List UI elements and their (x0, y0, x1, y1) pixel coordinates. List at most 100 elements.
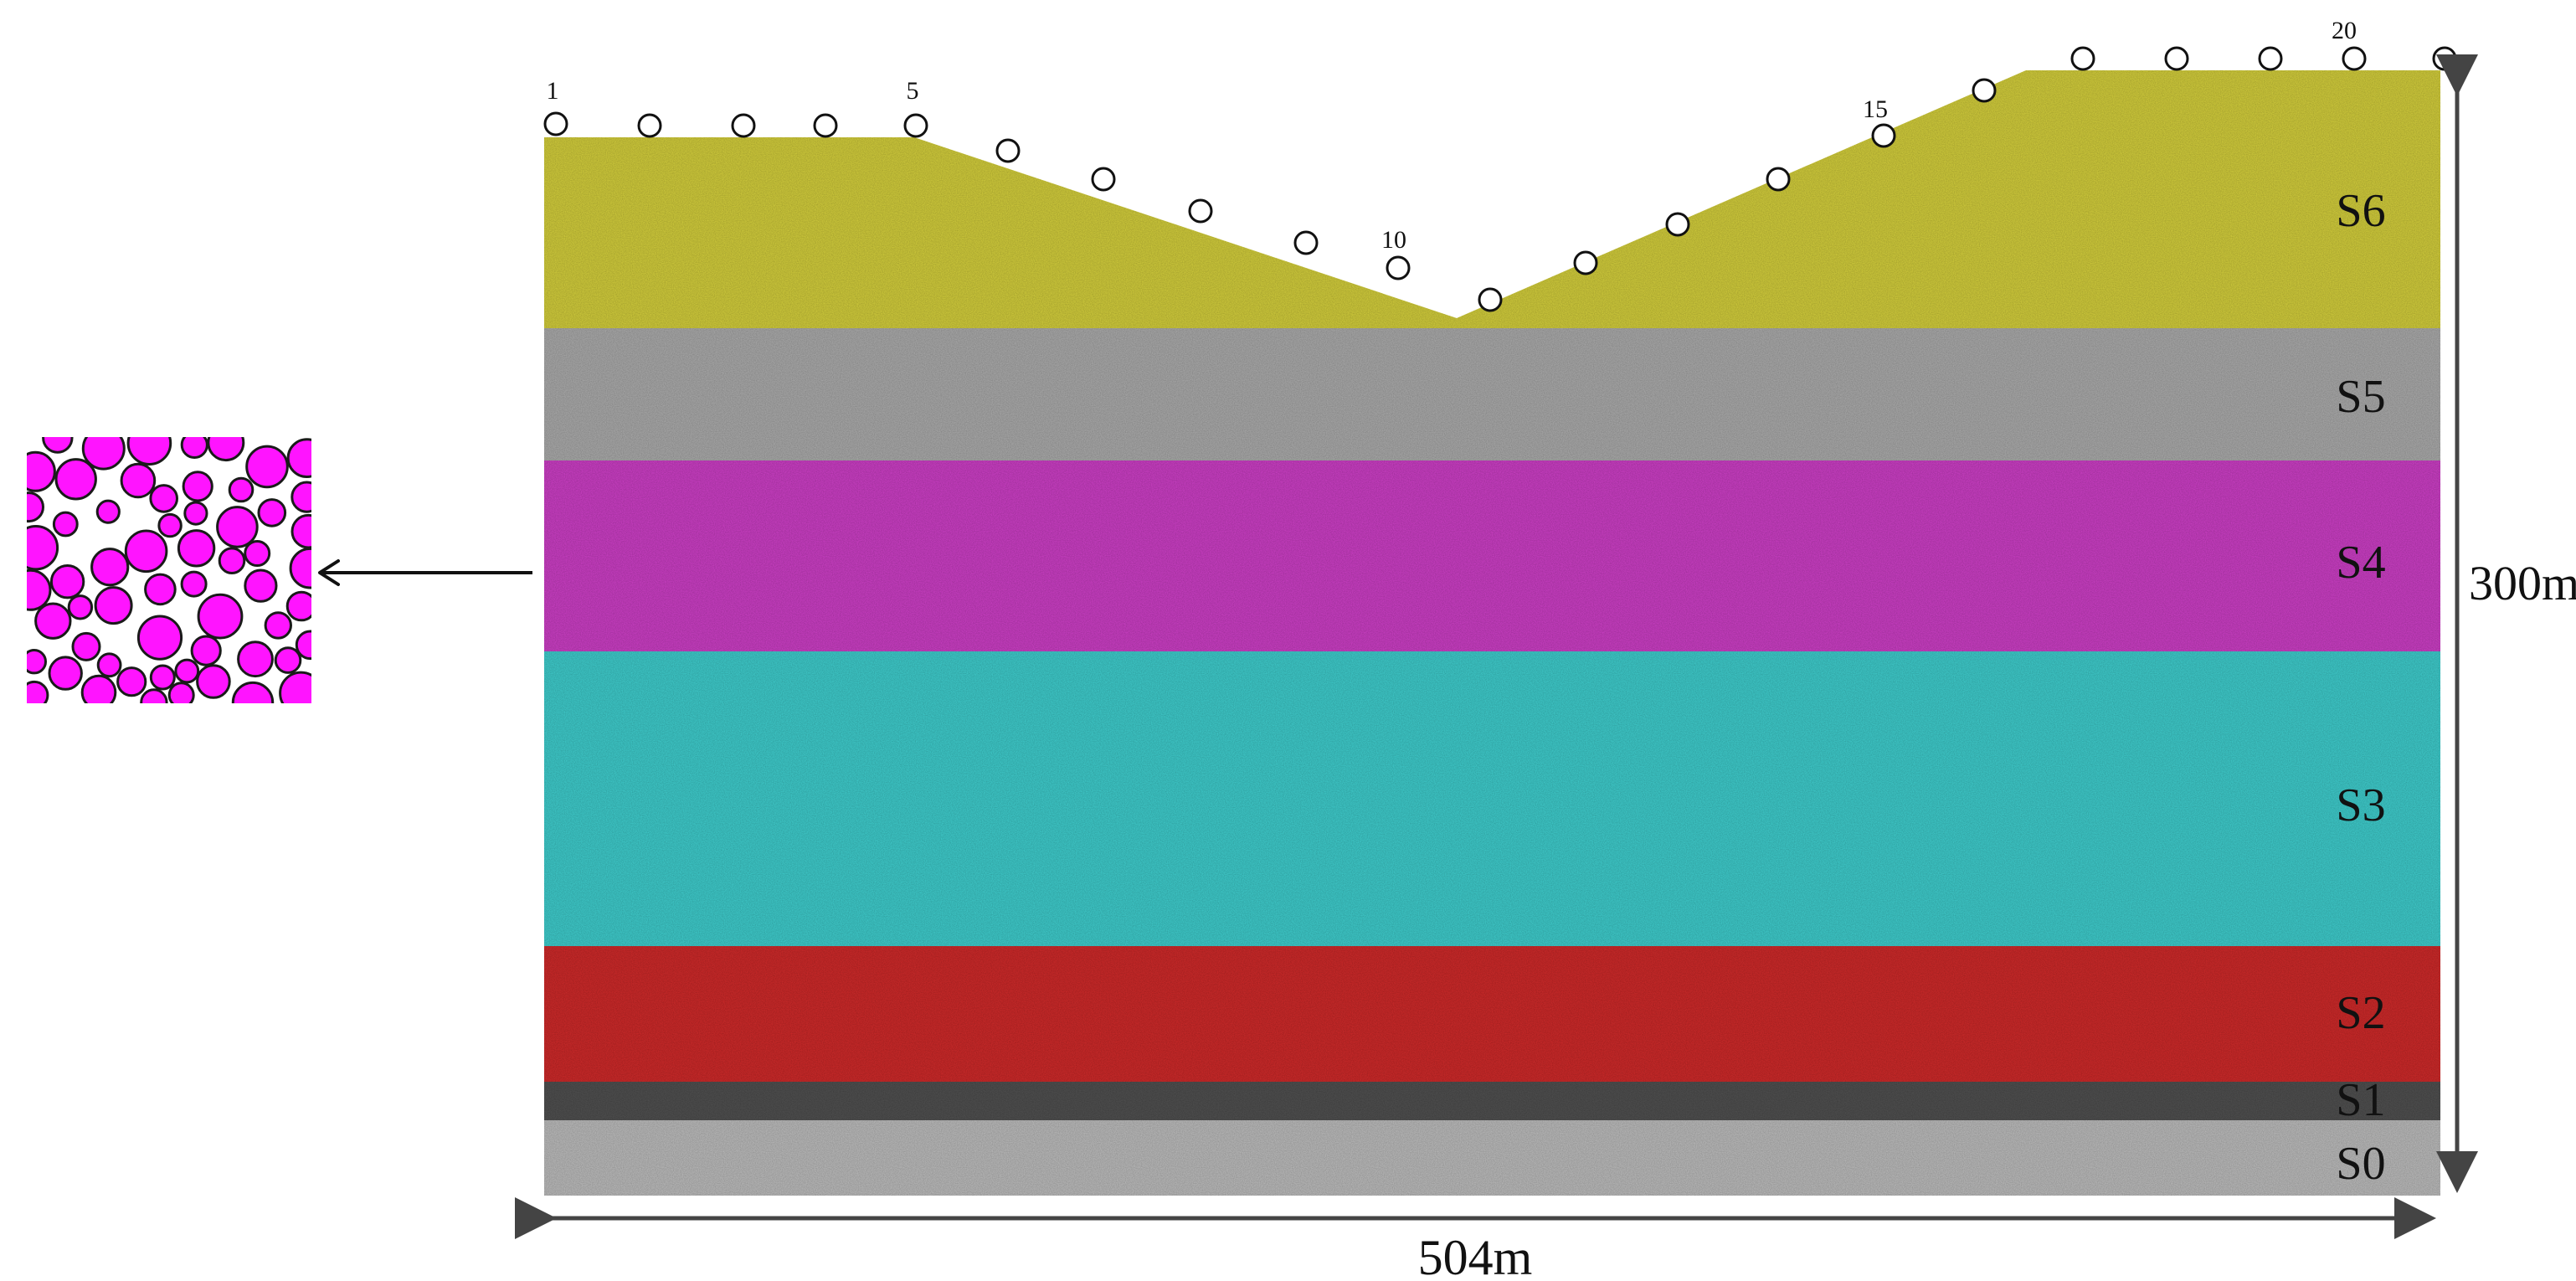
layer-label-s5: S5 (2336, 371, 2385, 423)
inset-pointer-head (318, 559, 340, 586)
width-dimension: 504m (515, 1197, 2436, 1281)
inset-particle (264, 611, 292, 640)
station-label: 5 (907, 77, 919, 105)
layer-label-s4: S4 (2336, 537, 2385, 589)
inset-particle (94, 586, 133, 625)
inset-particle (245, 445, 289, 489)
layer-label-s1: S1 (2336, 1074, 2385, 1126)
inset-particle (49, 564, 85, 599)
layer-labels: S6 S5 S4 S3 S2 S1 S0 (2336, 185, 2385, 1190)
inset-particle (42, 437, 74, 454)
layer-s1 (544, 1082, 2440, 1120)
station-label: 20 (2332, 17, 2357, 44)
width-label: 504m (1418, 1230, 1533, 1281)
inset-particle (149, 664, 176, 691)
inset-particle (116, 666, 147, 697)
inset-particle (136, 615, 183, 661)
station-marker (1665, 212, 1690, 237)
layer-s5 (544, 328, 2440, 460)
layer-label-s0: S0 (2336, 1138, 2385, 1190)
station-label: 1 (547, 77, 559, 105)
station-marker (2342, 46, 2367, 71)
inset-particles (27, 437, 311, 703)
station-label: 15 (1863, 95, 1888, 123)
station-marker (2070, 46, 2095, 71)
layer-s3 (544, 651, 2440, 946)
inset-particle (48, 656, 83, 691)
inset-particle (52, 511, 79, 538)
inset-particle (27, 680, 49, 703)
inset-particle (196, 664, 231, 699)
station-marker (2164, 46, 2189, 71)
inset-particle (231, 681, 275, 703)
inset-particle (27, 491, 44, 523)
inset-particle (274, 646, 302, 674)
inset-particle (27, 525, 59, 571)
inset-particle (177, 529, 216, 568)
inset-particle (237, 640, 274, 678)
inset-pointer (318, 559, 532, 586)
layer-s6 (544, 70, 2440, 328)
inset-particle (197, 593, 244, 640)
inset-particle (71, 631, 101, 661)
inset-particle (279, 671, 311, 703)
layer-label-s6: S6 (2336, 185, 2385, 237)
station-marker (2432, 46, 2457, 71)
station-marker (2258, 46, 2283, 71)
inset-particle (27, 649, 47, 675)
height-dimension: 300m (2436, 54, 2576, 1193)
station-marker (1871, 123, 1896, 148)
station-marker (637, 113, 662, 138)
inset-particle (144, 573, 177, 606)
inset-particle (27, 450, 56, 492)
inset-particle (257, 498, 287, 527)
inset-particle (120, 462, 157, 499)
inset-particle (291, 481, 311, 513)
inset-particle (285, 590, 311, 622)
height-label: 300m (2469, 556, 2576, 610)
station-label: 10 (1381, 226, 1406, 254)
inset-particle (244, 540, 271, 567)
station-marker (813, 113, 838, 138)
inset-particle (244, 568, 278, 603)
inset-particle (96, 652, 122, 678)
layer-s4 (544, 460, 2440, 651)
inset-particle (157, 512, 183, 538)
layer-label-s2: S2 (2336, 987, 2385, 1039)
station-marker (543, 111, 568, 136)
layer-label-s3: S3 (2336, 779, 2385, 831)
station-marker (1766, 167, 1791, 192)
station-marker (903, 113, 928, 138)
inset-particle (289, 547, 311, 589)
station-marker (1386, 255, 1411, 280)
inset-particle (295, 630, 311, 661)
inset-particle (228, 476, 255, 503)
inset-particle (27, 568, 52, 611)
inset-particle (180, 437, 208, 459)
inset-particle (218, 547, 246, 575)
inset-particle (67, 594, 94, 620)
inset-particle (183, 501, 208, 526)
layer-s2 (544, 946, 2440, 1082)
inset-particle (286, 438, 311, 478)
inset-particle (291, 513, 311, 549)
inset-particle (180, 570, 208, 598)
inset-particle (190, 635, 222, 666)
station-marker (1188, 198, 1213, 224)
inset-particle (54, 458, 97, 501)
inset-particle (95, 499, 121, 524)
soil-layers (544, 70, 2440, 1196)
station-marker (1573, 250, 1598, 275)
station-marker (995, 138, 1021, 163)
inset-particle (207, 437, 245, 462)
station-marker (1478, 287, 1503, 312)
station-marker (1091, 167, 1116, 192)
particle-inset (27, 437, 311, 703)
inset-particle (140, 688, 168, 703)
inset-particle (149, 484, 178, 513)
station-marker (1293, 230, 1319, 255)
inset-particle (182, 471, 213, 502)
inset-particle (80, 674, 117, 703)
layer-s0 (544, 1120, 2440, 1196)
